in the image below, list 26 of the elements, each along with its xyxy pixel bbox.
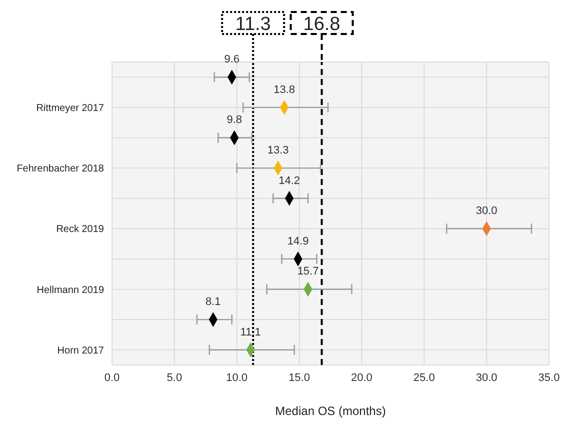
y-tick-label: Rittmeyer 2017 <box>36 103 104 114</box>
x-tick-label: 5.0 <box>166 372 182 384</box>
y-tick-label: Reck 2019 <box>56 224 104 236</box>
x-tick-label: 20.0 <box>351 372 372 384</box>
x-tick-label: 10.0 <box>226 372 248 384</box>
x-tick-label: 0.0 <box>104 372 120 384</box>
y-tick-label: Fehrenbacher 2018 <box>16 164 104 175</box>
data-label: 13.3 <box>267 144 289 157</box>
x-tick-label: 15.0 <box>288 372 310 384</box>
data-label: 14.9 <box>287 235 309 248</box>
x-tick-label: 30.0 <box>476 372 498 384</box>
x-tick-label: 25.0 <box>413 372 435 384</box>
x-tick-label: 35.0 <box>538 372 560 384</box>
data-label: 15.7 <box>297 266 319 278</box>
data-label: 11.1 <box>240 326 261 338</box>
data-label: 9.6 <box>224 54 240 66</box>
data-label: 8.1 <box>205 296 221 308</box>
data-label: 30.0 <box>476 205 498 218</box>
data-label: 13.8 <box>274 84 296 96</box>
ref-line-label: 11.3 <box>235 14 271 35</box>
y-tick-label: Horn 2017 <box>57 345 104 356</box>
ref-line-label: 16.8 <box>303 14 340 35</box>
x-axis-title: Median OS (months) <box>275 404 386 418</box>
data-label: 14.2 <box>278 174 300 187</box>
data-label: 9.8 <box>226 114 242 126</box>
y-tick-label: Hellmann 2019 <box>36 284 104 296</box>
